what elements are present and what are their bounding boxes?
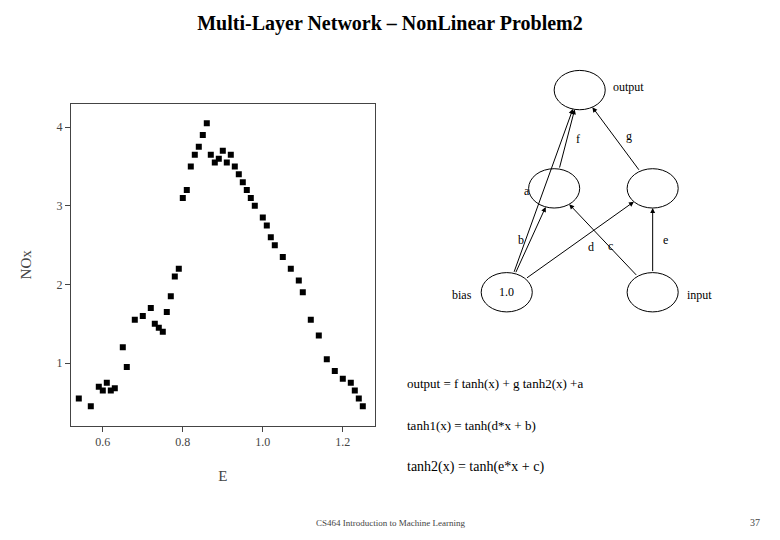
svg-text:tanh1(x) = tanh(d*x + b): tanh1(x) = tanh(d*x + b) (407, 418, 536, 433)
svg-text:bias: bias (452, 288, 472, 302)
svg-text:1: 1 (56, 356, 62, 370)
svg-text:Multi-Layer Network – NonLinea: Multi-Layer Network – NonLinear Problem2 (197, 12, 583, 35)
svg-text:a: a (524, 184, 530, 198)
svg-text:f: f (576, 132, 580, 146)
svg-text:g: g (626, 129, 632, 143)
svg-text:input: input (687, 288, 712, 302)
svg-text:NOx: NOx (18, 250, 34, 280)
svg-text:output: output (613, 80, 644, 94)
svg-text:c: c (608, 239, 613, 253)
svg-text:tanh2(x) = tanh(e*x + c): tanh2(x) = tanh(e*x + c) (407, 459, 544, 475)
svg-text:b: b (518, 233, 524, 247)
svg-text:d: d (588, 240, 594, 254)
svg-text:E: E (218, 468, 227, 484)
svg-text:1.0: 1.0 (499, 285, 514, 299)
svg-text:output = f tanh(x) + g tanh2(x: output = f tanh(x) + g tanh2(x) +a (407, 376, 583, 391)
svg-text:37: 37 (750, 517, 760, 528)
svg-text:0.8: 0.8 (175, 435, 190, 449)
svg-text:2: 2 (56, 278, 62, 292)
svg-text:1.0: 1.0 (255, 435, 270, 449)
svg-text:e: e (663, 233, 668, 247)
svg-text:1.2: 1.2 (335, 435, 350, 449)
svg-text:4: 4 (56, 120, 62, 134)
svg-text:0.6: 0.6 (95, 435, 110, 449)
svg-text:3: 3 (56, 199, 62, 213)
svg-text:CS464 Introduction to Machine: CS464 Introduction to Machine Learning (316, 518, 465, 528)
